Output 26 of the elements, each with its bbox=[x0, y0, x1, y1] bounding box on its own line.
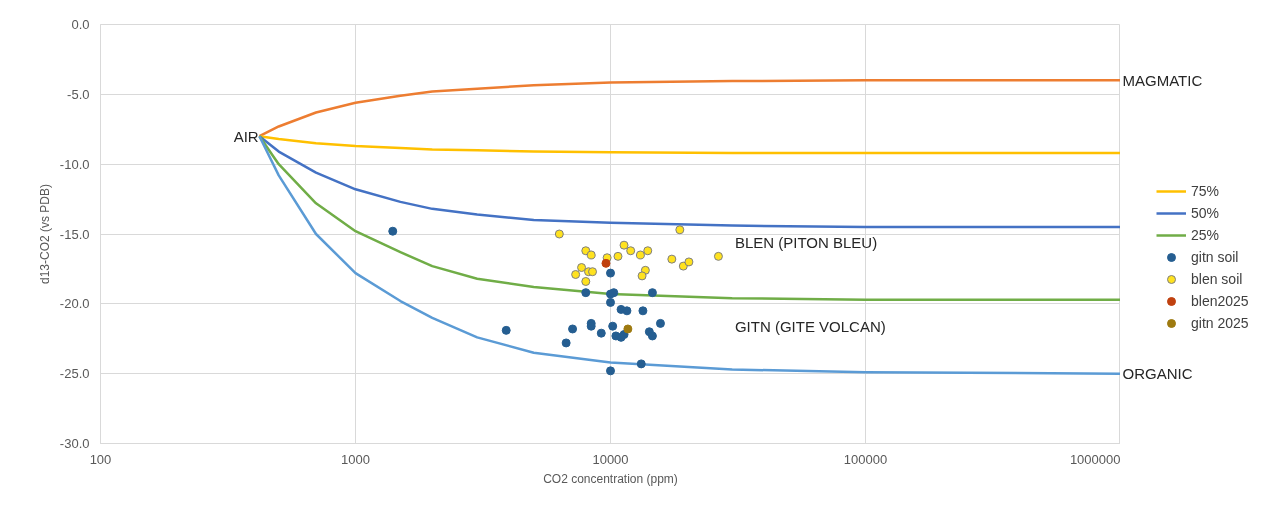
legend-label: blen2025 bbox=[1191, 293, 1249, 309]
legend-label: gitn 2025 bbox=[1191, 315, 1249, 331]
text: ORGANIC bbox=[1122, 365, 1193, 383]
y-tick-label: -20.0 bbox=[59, 296, 90, 312]
y-tick-label: -30.0 bbox=[59, 436, 90, 451]
legend-label: 75% bbox=[1191, 183, 1220, 199]
text: MAGMATIC bbox=[1122, 71, 1203, 89]
y-axis-title: d13-CO2 (vs PDB) bbox=[37, 183, 52, 285]
x-axis-title: CO2 concentration (ppm) bbox=[543, 471, 678, 486]
legend-label: blen soil bbox=[1191, 271, 1243, 287]
annotation: BLEN (PITON BLEU) bbox=[734, 233, 878, 251]
y-tick-label: -15.0 bbox=[59, 226, 90, 242]
legend-label: 25% bbox=[1191, 227, 1220, 243]
y-tick-label: -10.0 bbox=[59, 156, 90, 172]
legend-label: gitn soil bbox=[1191, 249, 1239, 265]
legend-label: 50% bbox=[1191, 205, 1220, 221]
annotation: GITN (GITE VOLCAN) bbox=[734, 317, 886, 335]
x-tick-label: 1000000 bbox=[1069, 451, 1121, 467]
x-tick-label: 100000 bbox=[843, 451, 888, 467]
y-tick-label: -25.0 bbox=[59, 366, 90, 382]
y-tick-label: 0.0 bbox=[71, 17, 90, 32]
x-tick-label: 10000 bbox=[592, 451, 629, 467]
annotation: AIR bbox=[233, 127, 259, 145]
x-tick-label: 1000 bbox=[341, 451, 370, 467]
x-tick-label: 100 bbox=[89, 451, 112, 467]
y-tick-label: -5.0 bbox=[67, 86, 90, 102]
